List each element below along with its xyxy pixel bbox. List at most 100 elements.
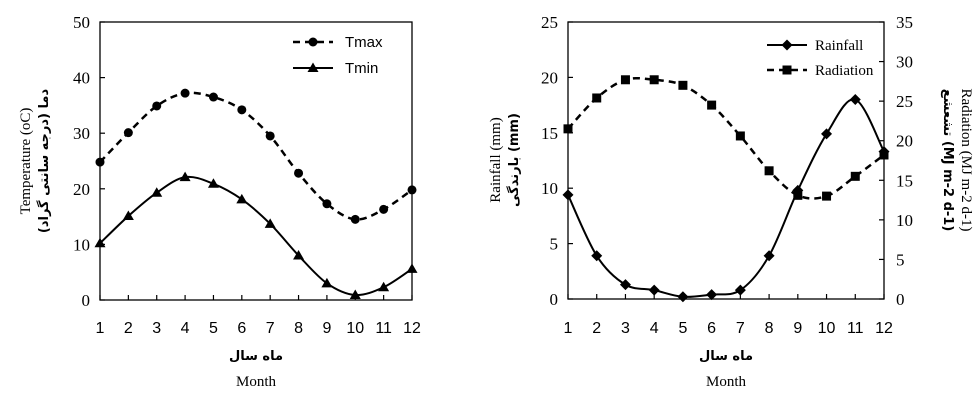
radiation-point-1 — [563, 124, 573, 134]
tmin-line — [99, 175, 413, 297]
tmin-point-11 — [378, 281, 390, 292]
rainfall-y-tick-label-15: 15 — [541, 124, 558, 143]
radiation-point-4 — [649, 75, 659, 85]
tmin-point-7 — [264, 218, 276, 228]
radiation-point-8 — [764, 166, 774, 176]
rainfall-point-5 — [677, 291, 689, 303]
temperature-x-ticks: 1 2 3 4 5 6 7 8 9 10 11 12 — [96, 295, 421, 337]
temperature-x-tick-label-5: 5 — [209, 320, 218, 337]
rainfall-x-tick-label-4: 4 — [650, 320, 659, 337]
temperature-x-tick-label-1: 1 — [96, 320, 105, 337]
temperature-x-tick-label-6: 6 — [237, 320, 246, 337]
temperature-y-tick-label-20: 20 — [73, 180, 90, 199]
rainfall-y-tick-label-0: 0 — [550, 290, 559, 309]
rainfall-point-2 — [591, 250, 603, 262]
temperature-legend: Tmax Tmin — [293, 34, 383, 77]
rainfall-x-tick-label-3: 3 — [621, 320, 630, 337]
rainfall-line — [567, 98, 885, 298]
legend-rainfall-label: Rainfall — [815, 38, 863, 54]
rainfall-plot-frame — [567, 21, 885, 300]
radiation-point-6 — [707, 100, 717, 110]
temperature-y-tick-label-50: 50 — [73, 13, 90, 32]
tmax-point-8 — [294, 168, 304, 178]
rainfall-y-tick-label-5: 5 — [550, 235, 559, 254]
legend-rainfall-marker — [781, 39, 793, 51]
rainfall-point-10 — [821, 128, 833, 140]
radiation-point-9 — [793, 190, 803, 200]
temperature-y-axis-label: Temperature (oC) — [18, 108, 34, 215]
tmin-point-9 — [321, 277, 333, 288]
temperature-y-tick-label-30: 30 — [73, 124, 90, 143]
rainfall-y-tick-label-25: 25 — [541, 13, 558, 32]
rainfall-radiation-series — [562, 75, 890, 303]
rainfall-x-axis-label: Month — [706, 374, 747, 390]
temperature-x-axis-label-fa: ماه سال — [229, 349, 283, 364]
tmin-point-1 — [94, 237, 106, 248]
rainfall-x-tick-label-12: 12 — [875, 320, 893, 337]
tmax-point-1 — [95, 157, 105, 167]
rainfall-x-tick-label-11: 11 — [847, 320, 864, 337]
rainfall-y-axis-label: Rainfall (mm) — [488, 117, 504, 202]
radiation-point-5 — [678, 80, 688, 90]
radiation-y-axis-label: Radiation (MJ m-2 d-1) — [958, 89, 974, 232]
radiation-point-11 — [850, 171, 860, 181]
radiation-point-3 — [620, 75, 630, 85]
radiation-y-tick-label-35: 35 — [896, 13, 913, 32]
radiation-y-tick-label-25: 25 — [896, 92, 913, 111]
radiation-y-ticks-right: 0 5 10 15 20 25 30 35 — [879, 13, 913, 309]
tmax-point-7 — [265, 131, 275, 141]
tmin-point-8 — [293, 250, 305, 260]
radiation-point-2 — [592, 93, 602, 103]
temperature-x-tick-label-9: 9 — [322, 320, 331, 337]
rainfall-point-1 — [562, 189, 574, 201]
radiation-y-tick-label-0: 0 — [896, 290, 905, 309]
tmax-point-9 — [322, 199, 332, 209]
rainfall-x-tick-label-5: 5 — [678, 320, 687, 337]
temperature-x-tick-label-11: 11 — [375, 320, 392, 337]
rainfall-y-tick-label-20: 20 — [541, 68, 558, 87]
temperature-y-tick-label-0: 0 — [82, 291, 91, 310]
radiation-y-tick-label-5: 5 — [896, 250, 905, 269]
temperature-y-axis-label-fa: دما (درجه سانتی گراد) — [36, 89, 52, 234]
rainfall-y-tick-label-10: 10 — [541, 179, 558, 198]
temperature-x-tick-label-7: 7 — [266, 320, 275, 337]
radiation-y-tick-label-20: 20 — [896, 132, 913, 151]
radiation-point-10 — [822, 191, 832, 201]
radiation-y-tick-label-15: 15 — [896, 171, 913, 190]
legend-radiation-marker — [782, 65, 792, 75]
rainfall-x-tick-label-10: 10 — [818, 320, 836, 337]
tmax-point-2 — [123, 128, 133, 138]
rainfall-x-tick-label-9: 9 — [793, 320, 802, 337]
legend-tmax-label: Tmax — [345, 34, 383, 51]
temperature-x-tick-label-4: 4 — [181, 320, 190, 337]
radiation-y-tick-label-30: 30 — [896, 53, 913, 72]
radiation-y-tick-label-10: 10 — [896, 211, 913, 230]
temperature-x-axis-label: Month — [236, 374, 277, 390]
rainfall-x-tick-label-1: 1 — [564, 320, 573, 337]
radiation-point-7 — [735, 131, 745, 141]
rainfall-y-axis-label-fa: بارندگی (mm) — [506, 113, 522, 207]
tmin-point-5 — [207, 178, 219, 188]
rainfall-point-8 — [763, 250, 775, 262]
temperature-x-tick-label-10: 10 — [346, 320, 364, 337]
rainfall-point-11 — [849, 94, 861, 106]
temperature-y-tick-label-10: 10 — [73, 235, 90, 254]
radiation-point-12 — [879, 150, 889, 160]
tmax-point-12 — [407, 185, 417, 195]
temperature-x-tick-label-3: 3 — [152, 320, 161, 337]
temperature-y-ticks: 0 10 20 30 40 50 — [73, 13, 105, 310]
radiation-line — [567, 76, 885, 200]
rainfall-x-tick-label-8: 8 — [765, 320, 774, 337]
rainfall-x-tick-label-6: 6 — [707, 320, 716, 337]
tmax-point-11 — [379, 204, 389, 214]
legend-tmax-marker — [308, 37, 318, 47]
legend-radiation-label: Radiation — [815, 63, 874, 79]
rainfall-point-7 — [734, 284, 746, 296]
tmin-point-10 — [349, 289, 361, 299]
legend-tmin-marker — [307, 62, 319, 72]
tmin-point-2 — [122, 210, 134, 221]
temperature-x-tick-label-2: 2 — [124, 320, 133, 337]
